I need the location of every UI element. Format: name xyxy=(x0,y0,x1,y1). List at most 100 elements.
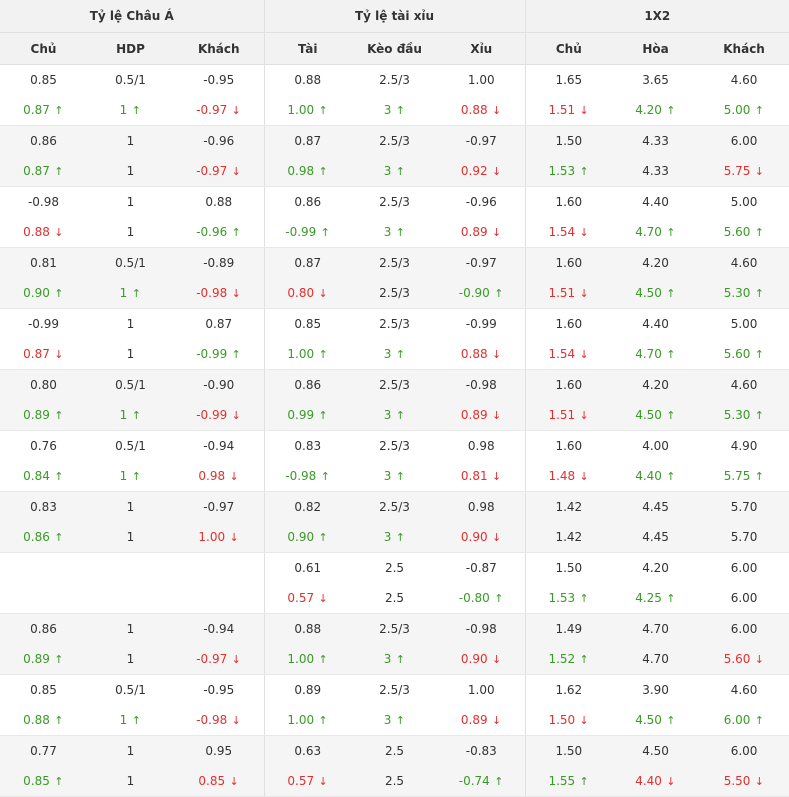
arrow-up-icon: ↑ xyxy=(754,409,765,422)
cell-live-hdp: 1 xyxy=(87,339,174,370)
arrow-up-icon: ↑ xyxy=(754,470,765,483)
cell-live-away-win: 6.00 xyxy=(699,583,789,614)
table-row-live: 0.84 ↑ 1 ↑ 0.98 ↓ -0.98 ↑ 3 ↑ 0.81 ↓ 1.48 ↓ 4.40 ↑ 5.75 ↑ xyxy=(0,461,789,492)
cell-open-home-win: 1.60 xyxy=(524,186,613,217)
arrow-down-icon: ↓ xyxy=(231,104,241,117)
cell-live-line: 3 ↑ xyxy=(351,705,439,736)
odds-value: 1 xyxy=(119,103,128,117)
odds-value: 4.70 xyxy=(635,347,662,361)
table-row-opening: 0.83 1 -0.97 0.82 2.5/3 0.98 1.42 4.45 5.70 xyxy=(0,491,789,522)
cell-live-away-win: 5.60 ↑ xyxy=(699,339,789,370)
cell-open-home-win: 1.65 xyxy=(524,64,613,95)
cell-live-under: -0.90 ↑ xyxy=(438,278,526,309)
cell-open-away-win: 6.00 xyxy=(699,613,789,644)
odds-value: -0.98 xyxy=(196,286,228,300)
cell-open-away-win: 4.60 xyxy=(699,247,789,278)
table-row-live: 0.87 ↑ 1 ↑ -0.97 ↓ 1.00 ↑ 3 ↑ 0.88 ↓ 1.51 ↓ 4.20 ↑ 5.00 ↑ xyxy=(0,95,789,126)
cell-live-away: 0.98 ↓ xyxy=(174,461,265,492)
cell-open-hdp: 1 xyxy=(87,491,174,522)
cell-open-over: 0.83 xyxy=(263,430,352,461)
arrow-up-icon: ↑ xyxy=(131,104,141,117)
odds-value: 0.89 xyxy=(460,713,488,727)
cell-live-hdp: 1 ↑ xyxy=(87,705,174,736)
table-row-opening: 0.86 1 -0.96 0.87 2.5/3 -0.97 1.50 4.33 6.00 xyxy=(0,125,789,156)
arrow-down-icon: ↓ xyxy=(229,531,239,544)
cell-live-over: 0.98 ↑ xyxy=(263,156,352,187)
cell-live-line: 3 ↑ xyxy=(351,644,439,675)
arrow-down-icon: ↓ xyxy=(231,287,241,300)
arrow-up-icon: ↑ xyxy=(666,714,676,727)
odds-value: 0.85 xyxy=(198,774,226,788)
arrow-up-icon: ↑ xyxy=(395,104,405,117)
cell-open-hdp: 1 xyxy=(87,613,174,644)
arrow-up-icon: ↑ xyxy=(318,104,328,117)
odds-value: 1 xyxy=(126,164,135,178)
cell-live-home-win: 1.53 ↑ xyxy=(524,156,613,187)
cell-live-home: 0.90 ↑ xyxy=(0,278,87,309)
group-header-asian-handicap: Tỷ lệ Châu Á xyxy=(0,0,265,33)
arrow-up-icon: ↑ xyxy=(666,287,676,300)
odds-value: 3 xyxy=(383,408,392,422)
cell-open-away: -0.95 xyxy=(174,64,265,95)
cell-live-hdp: 1 ↑ xyxy=(87,278,174,309)
cell-open-over: 0.61 xyxy=(263,552,352,583)
cell-live-over: 0.57 ↓ xyxy=(263,583,352,614)
odds-value: -0.98 xyxy=(285,469,317,483)
cell-live-away-win: 5.75 ↑ xyxy=(699,461,789,492)
cell-open-home: 0.81 xyxy=(0,247,87,278)
odds-body: 0.85 0.5/1 -0.95 0.88 2.5/3 1.00 1.65 3.65 4.60 0… xyxy=(0,64,789,797)
table-row-live: 0.90 ↑ 1 ↑ -0.98 ↓ 0.80 ↓ 2.5/3 -0.90 ↑ 1.51 ↓ 4.50 ↑ 5… xyxy=(0,278,789,309)
arrow-down-icon: ↓ xyxy=(492,165,502,178)
cell-live-away-win: 5.75 ↓ xyxy=(699,156,789,187)
cell-live-draw: 4.70 xyxy=(612,644,700,675)
odds-value: 1 xyxy=(126,530,135,544)
odds-value: 1.00 xyxy=(287,713,315,727)
odds-value: 5.60 xyxy=(723,652,751,666)
arrow-up-icon: ↑ xyxy=(494,287,504,300)
cell-open-line: 2.5/3 xyxy=(351,491,439,522)
cell-open-home: 0.83 xyxy=(0,491,87,522)
cell-open-over: 0.85 xyxy=(263,308,352,339)
cell-live-draw: 4.20 ↑ xyxy=(612,95,700,126)
cell-open-hdp: 1 xyxy=(87,125,174,156)
cell-open-under: -0.97 xyxy=(438,125,526,156)
arrow-down-icon: ↓ xyxy=(754,653,765,666)
odds-value: -0.90 xyxy=(458,286,490,300)
cell-live-away: -0.97 ↓ xyxy=(174,644,265,675)
cell-live-home: 0.87 ↑ xyxy=(0,95,87,126)
cell-open-draw: 4.40 xyxy=(612,186,700,217)
cell-open-under: 0.98 xyxy=(438,491,526,522)
arrow-up-icon: ↑ xyxy=(131,409,141,422)
odds-value: 5.70 xyxy=(730,530,758,544)
arrow-down-icon: ↓ xyxy=(579,104,589,117)
arrow-down-icon: ↓ xyxy=(318,775,328,788)
cell-open-under: -0.87 xyxy=(438,552,526,583)
arrow-down-icon: ↓ xyxy=(54,348,64,361)
odds-value: 2.5 xyxy=(384,591,405,605)
odds-value: 3 xyxy=(383,530,392,544)
arrow-up-icon: ↑ xyxy=(754,348,765,361)
odds-value: 1.52 xyxy=(548,652,576,666)
arrow-up-icon: ↑ xyxy=(54,287,64,300)
odds-value: 4.40 xyxy=(635,774,662,788)
cell-open-home-win: 1.60 xyxy=(524,430,613,461)
arrow-up-icon: ↑ xyxy=(395,226,405,239)
odds-value: 0.90 xyxy=(460,652,488,666)
cell-live-line: 3 ↑ xyxy=(351,156,439,187)
cell-open-away-win: 4.60 xyxy=(699,674,789,705)
odds-value: -0.74 xyxy=(458,774,490,788)
arrow-up-icon: ↑ xyxy=(318,531,328,544)
odds-value: -0.98 xyxy=(196,713,228,727)
cell-live-under: 0.89 ↓ xyxy=(438,400,526,431)
cell-live-hdp: 1 xyxy=(87,644,174,675)
odds-value: 0.90 xyxy=(460,530,488,544)
cell-live-line: 3 ↑ xyxy=(351,217,439,248)
cell-open-line: 2.5 xyxy=(351,552,439,583)
cell-open-line: 2.5 xyxy=(351,735,439,766)
cell-live-draw: 4.45 xyxy=(612,522,700,553)
cell-open-under: -0.99 xyxy=(438,308,526,339)
odds-value: 0.84 xyxy=(23,469,50,483)
cell-open-away-win: 4.90 xyxy=(699,430,789,461)
odds-value: 0.99 xyxy=(287,408,315,422)
cell-open-over: 0.87 xyxy=(263,247,352,278)
